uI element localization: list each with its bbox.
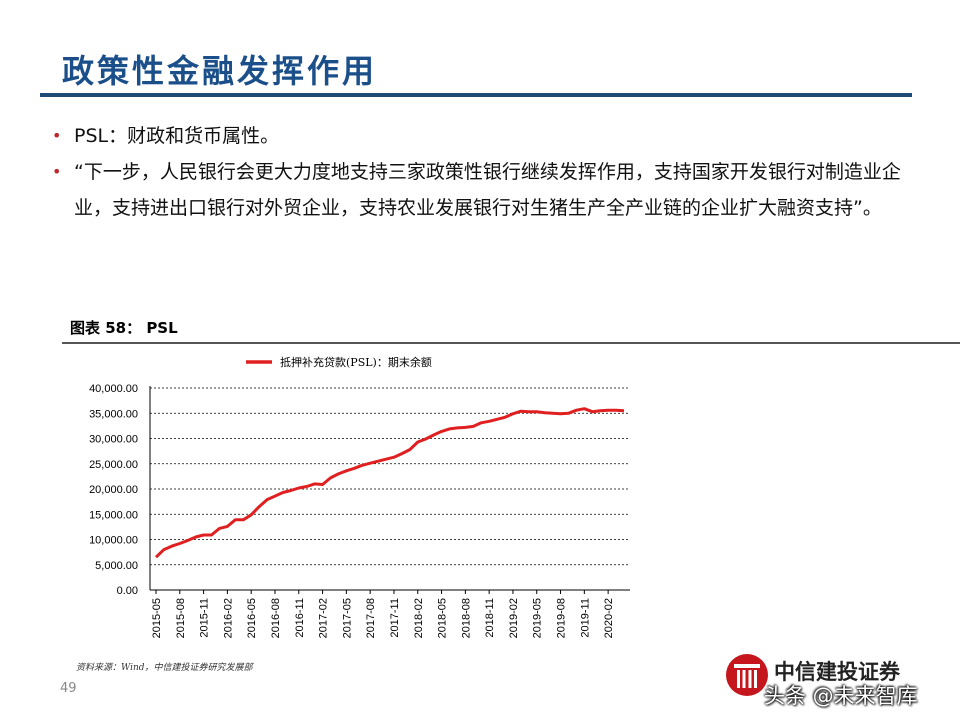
x-tick-label: 2016-05 [246, 598, 258, 638]
bullet-dot-icon: • [52, 126, 62, 145]
x-tick-label: 2018-05 [437, 598, 449, 638]
x-tick-label: 2018-02 [413, 598, 425, 638]
brand-logo-icon [726, 654, 768, 696]
x-tick-label: 2019-08 [556, 598, 568, 638]
x-tick-label: 2016-08 [270, 598, 282, 638]
x-tick-label: 2017-02 [318, 598, 330, 638]
y-tick-label: 35,000.00 [89, 408, 138, 420]
psl-line-chart: 0.00 5,000.00 10,000.00 15,000.00 20,000.00 2… [89, 355, 630, 638]
x-tick-label: 2018-11 [484, 598, 496, 638]
watermark-text: 头条 @未来智库 [764, 684, 918, 708]
x-tick-label: 2015-05 [151, 598, 163, 638]
legend-label: 抵押补充贷款(PSL)：期末余额 [280, 355, 432, 369]
x-tick-label: 2017-08 [365, 598, 377, 638]
slide-title: 政策性金融发挥作用 [62, 52, 378, 90]
x-tick-label: 2019-11 [579, 598, 591, 638]
bullet-list: • PSL：财政和货币属性。 • “下一步，人民银行会更大力度地支持三家政策性银… [52, 118, 932, 226]
y-tick-label: 20,000.00 [89, 484, 138, 496]
x-tick-label: 2018-08 [460, 598, 472, 638]
y-tick-label: 10,000.00 [89, 535, 138, 547]
bullet-item: • “下一步，人民银行会更大力度地支持三家政策性银行继续发挥作用，支持国家开发银… [52, 154, 932, 226]
y-tick-label: 0.00 [117, 585, 138, 597]
title-divider [40, 93, 912, 97]
figure-divider [62, 342, 960, 344]
x-tick-label: 2017-05 [341, 598, 353, 638]
x-tick-label: 2015-11 [199, 598, 211, 638]
y-tick-label: 30,000.00 [89, 434, 138, 446]
y-tick-label: 15,000.00 [89, 509, 138, 521]
figure-caption: 图表 58： PSL [70, 319, 178, 337]
brand-name: 中信建投证券 [774, 659, 900, 684]
bullet-item: • PSL：财政和货币属性。 [52, 118, 932, 154]
bullet-dot-icon: • [52, 162, 62, 181]
source-note: 资料来源：Wind，中信建投证券研究发展部 [76, 663, 253, 673]
brand-block: 中信建投证券 头条 @未来智库 [724, 652, 960, 720]
x-tick-label: 2015-08 [175, 598, 187, 638]
x-tick-label: 2019-02 [508, 598, 520, 638]
bullet-text: PSL：财政和货币属性。 [74, 125, 280, 147]
series-line-psl [154, 407, 625, 559]
y-tick-label: 40,000.00 [89, 383, 138, 395]
y-tick-label: 5,000.00 [95, 560, 138, 572]
x-tick-label: 2019-05 [532, 598, 544, 638]
x-tick-label: 2016-02 [222, 598, 234, 638]
y-tick-label: 25,000.00 [89, 459, 138, 471]
bullet-text: “下一步，人民银行会更大力度地支持三家政策性银行继续发挥作用，支持国家开发银行对… [74, 161, 901, 219]
x-tick-label: 2017-11 [389, 598, 401, 638]
page-number: 49 [60, 681, 77, 696]
x-tick-label: 2020-02 [603, 598, 615, 638]
x-tick-label: 2016-11 [294, 598, 306, 638]
